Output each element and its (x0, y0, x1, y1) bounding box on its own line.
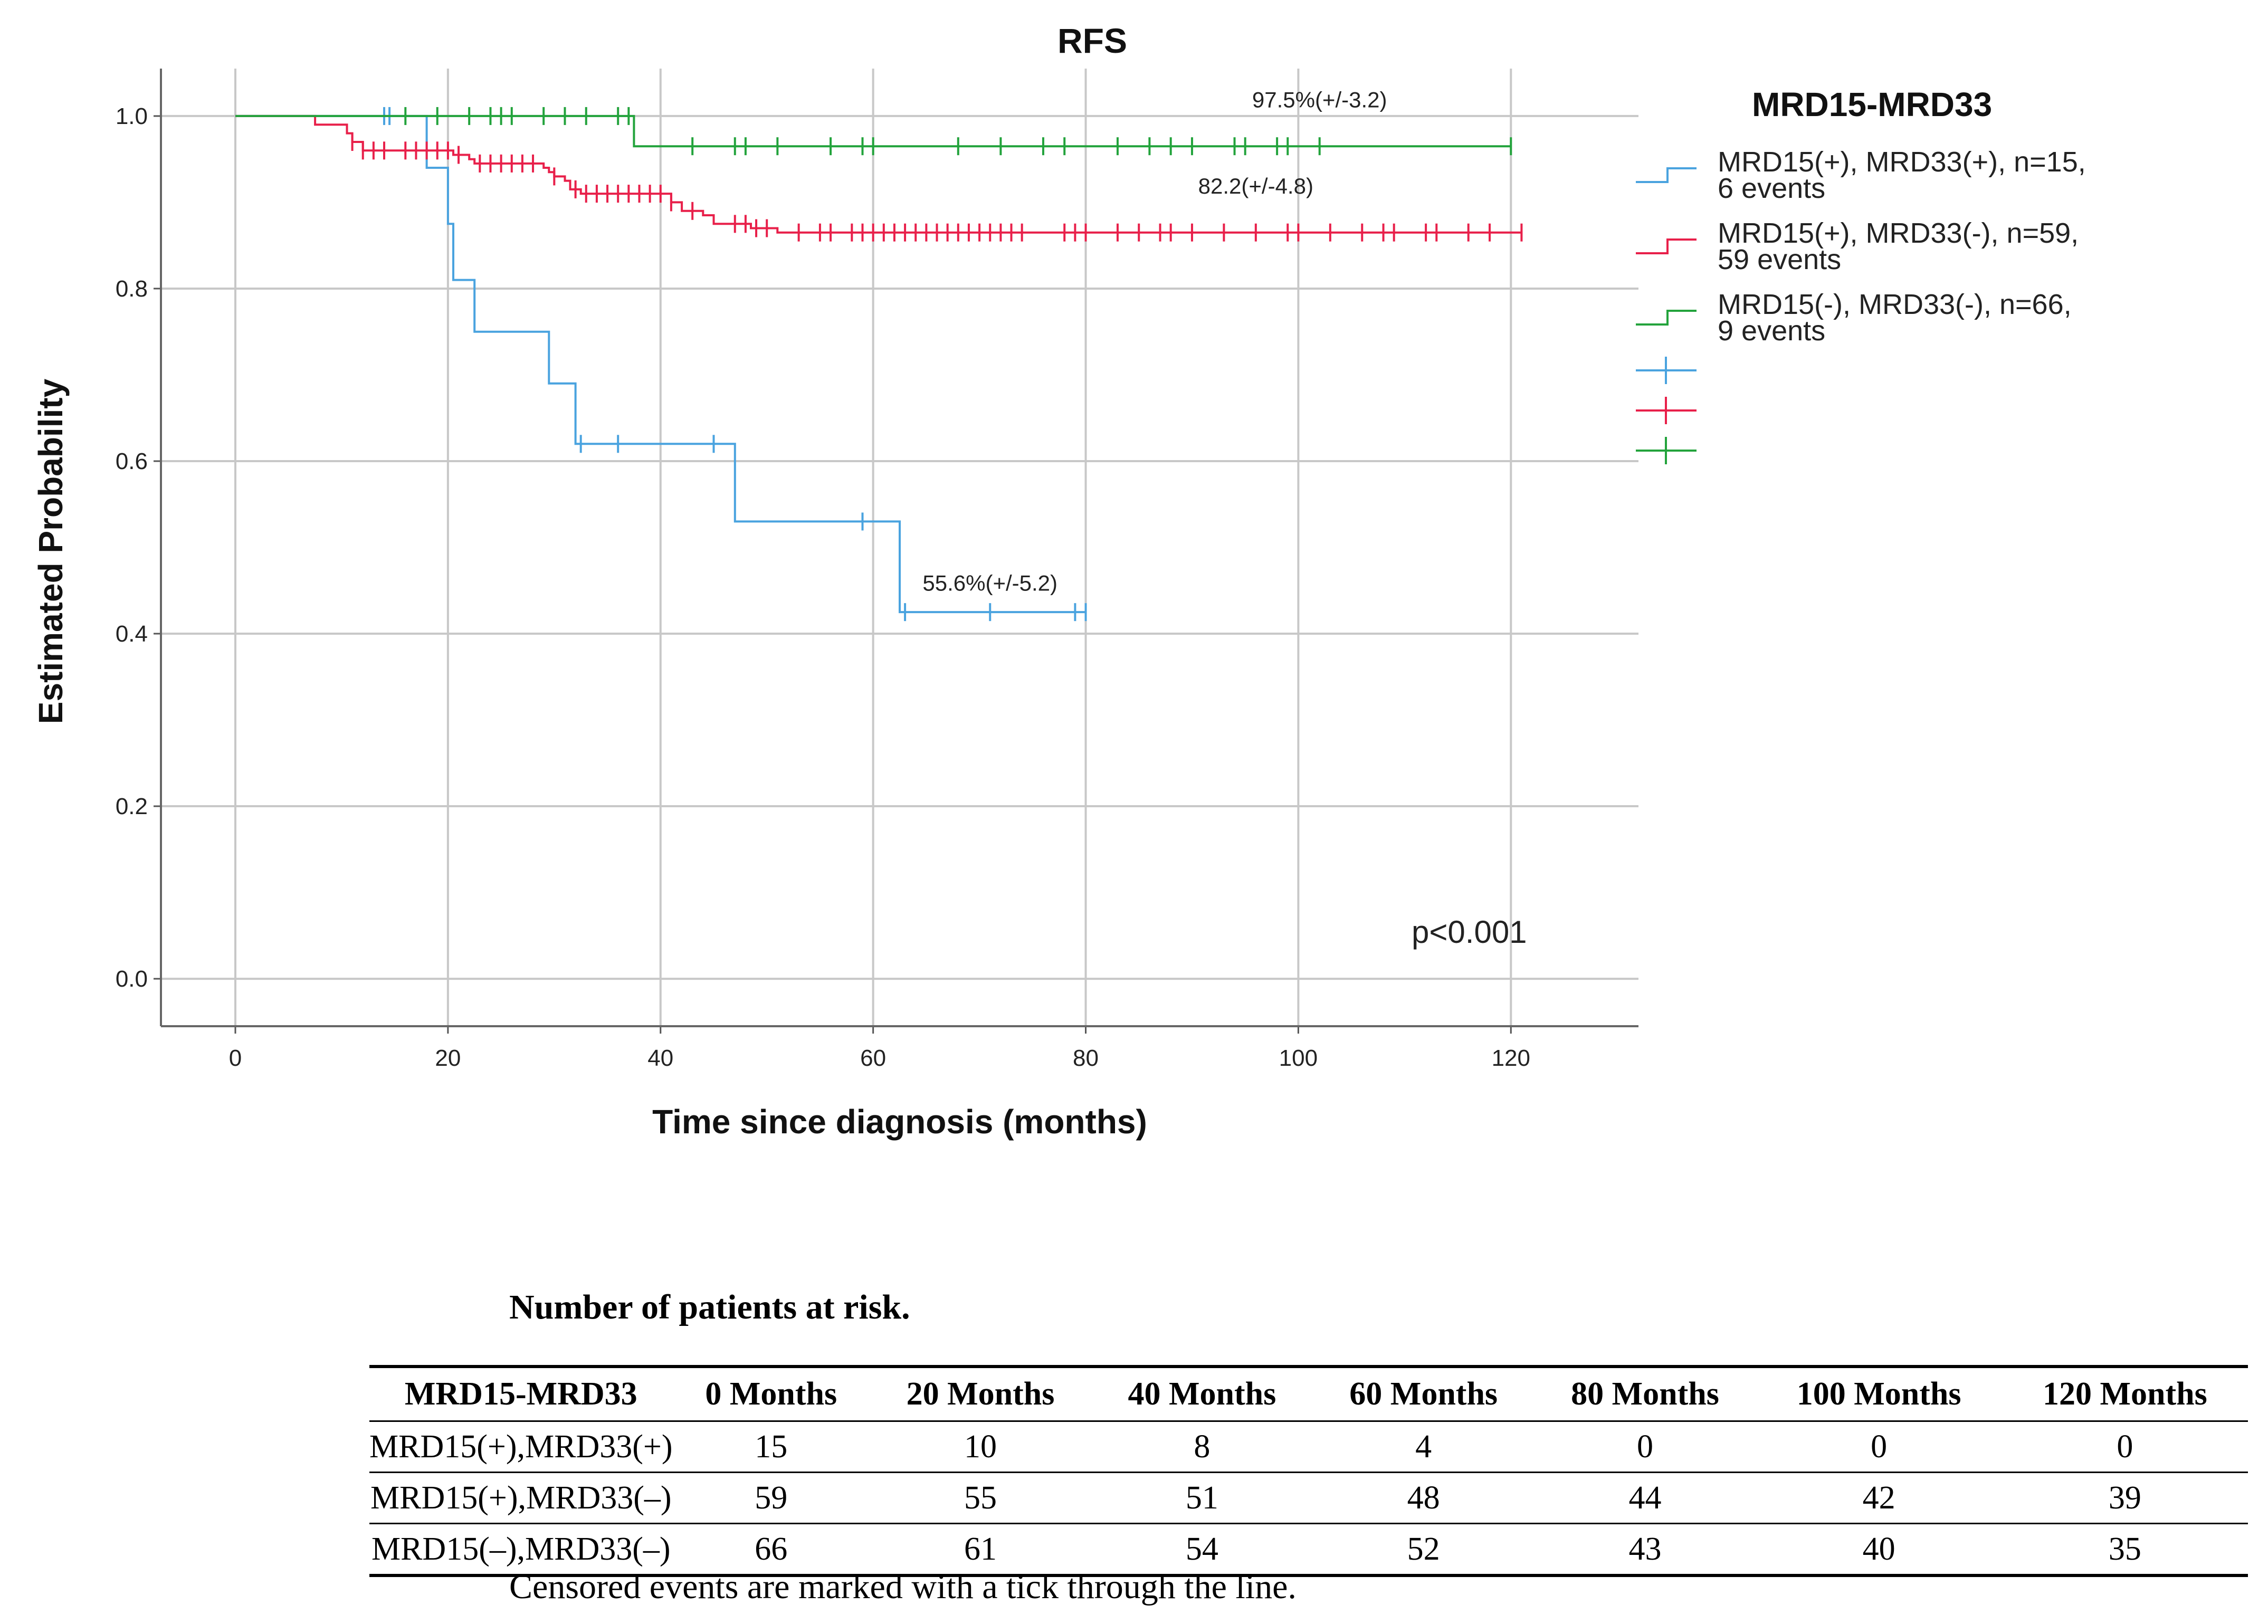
risk-header-cell: 120 Months (2002, 1365, 2248, 1422)
risk-group-cell: MRD15(–),MRD33(–) (369, 1523, 673, 1577)
x-tick-label: 20 (435, 1045, 461, 1071)
risk-table-header-row: MRD15-MRD33 0 Months 20 Months 40 Months… (369, 1365, 2248, 1422)
x-tick-label: 100 (1279, 1045, 1318, 1071)
risk-value-cell: 0 (2002, 1421, 2248, 1473)
y-tick-label: 0.8 (116, 276, 148, 302)
risk-value-cell: 44 (1534, 1472, 1756, 1524)
legend-label: MRD15(-), MRD33(-), n=66, (1718, 289, 2072, 320)
risk-value-cell: 10 (870, 1421, 1091, 1473)
survival-estimate-label: 82.2(+/-4.8) (1198, 174, 1313, 198)
risk-header-cell: 40 Months (1091, 1365, 1313, 1422)
x-tick-label: 80 (1073, 1045, 1099, 1071)
table-row: MRD15(–),MRD33(–) 66 61 54 52 43 40 35 (369, 1523, 2248, 1577)
legend-title: MRD15-MRD33 (1752, 85, 1992, 123)
km-step-line (235, 114, 1511, 148)
risk-group-cell: MRD15(+),MRD33(+) (369, 1421, 673, 1473)
legend-censor-item-1 (1636, 357, 1697, 384)
risk-table-title: Number of patients at risk. (509, 1288, 910, 1326)
km-chart: RFS 0 20 40 60 80 100 120 0.0 0.2 0.4 0.6 0.8 1.0 55… (32, 21, 2086, 1141)
risk-value-cell: 0 (1534, 1421, 1756, 1473)
x-tick-label: 120 (1492, 1045, 1530, 1071)
legend-censor-item-2 (1636, 397, 1697, 424)
legend: MRD15-MRD33 MRD15(+), MRD33(+), n=15,6 e… (1636, 85, 2086, 464)
legend-item-2: MRD15(+), MRD33(-), n=59,59 events (1636, 217, 2079, 275)
legend-label: MRD15(+), MRD33(+), n=15, (1718, 146, 2086, 178)
x-tick-label: 40 (647, 1045, 673, 1071)
risk-header-cell: 60 Months (1312, 1365, 1535, 1422)
risk-value-cell: 4 (1312, 1421, 1535, 1473)
y-tick-label: 0.6 (116, 448, 148, 474)
x-tick-label: 60 (860, 1045, 886, 1071)
legend-label: 6 events (1718, 173, 1825, 204)
risk-header-cell: 0 Months (672, 1365, 870, 1422)
km-series-2 (235, 114, 1523, 242)
risk-value-cell: 59 (672, 1472, 870, 1524)
y-tick-label: 1.0 (116, 103, 148, 129)
risk-header-cell: MRD15-MRD33 (369, 1365, 673, 1422)
y-axis-label: Estimated Probability (32, 378, 70, 724)
risk-value-cell: 40 (1756, 1523, 2002, 1577)
risk-value-cell: 42 (1756, 1472, 2002, 1524)
axes: 0 20 40 60 80 100 120 0.0 0.2 0.4 0.6 0.8 1.0 (116, 69, 1638, 1071)
legend-step-swatch (1636, 167, 1697, 183)
risk-header-cell: 100 Months (1756, 1365, 2002, 1422)
risk-value-cell: 8 (1091, 1421, 1313, 1473)
legend-censor-item-3 (1636, 437, 1697, 464)
legend-label: 9 events (1718, 315, 1825, 347)
risk-value-cell: 54 (1091, 1523, 1313, 1577)
legend-label: MRD15(+), MRD33(-), n=59, (1718, 217, 2079, 249)
risk-table: MRD15-MRD33 0 Months 20 Months 40 Months… (369, 1365, 2248, 1577)
km-step-line (235, 114, 1522, 234)
risk-header-cell: 20 Months (870, 1365, 1091, 1422)
legend-label: 59 events (1718, 244, 1841, 275)
risk-group-cell: MRD15(+),MRD33(–) (369, 1472, 673, 1524)
y-tick-label: 0.0 (116, 966, 148, 992)
km-step-line (235, 114, 1086, 614)
risk-header-cell: 80 Months (1534, 1365, 1756, 1422)
survival-estimate-label: 97.5%(+/-3.2) (1252, 88, 1387, 112)
risk-value-cell: 55 (870, 1472, 1091, 1524)
annotations: 55.6%(+/-5.2) 82.2(+/-4.8) 97.5%(+/-3.2) (922, 88, 1387, 596)
legend-step-swatch (1636, 238, 1697, 254)
risk-value-cell: 52 (1312, 1523, 1535, 1577)
risk-value-cell: 15 (672, 1421, 870, 1473)
risk-value-cell: 51 (1091, 1472, 1313, 1524)
risk-value-cell: 48 (1312, 1472, 1535, 1524)
risk-value-cell: 35 (2002, 1523, 2248, 1577)
legend-item-3: MRD15(-), MRD33(-), n=66,9 events (1636, 289, 2072, 347)
chart-title: RFS (1057, 21, 1127, 60)
censor-note: Censored events are marked with a tick t… (509, 1568, 1297, 1606)
risk-value-cell: 43 (1534, 1523, 1756, 1577)
y-tick-label: 0.4 (116, 621, 148, 647)
legend-step-swatch (1636, 310, 1697, 326)
y-tick-label: 0.2 (116, 794, 148, 819)
risk-value-cell: 0 (1756, 1421, 2002, 1473)
x-tick-label: 0 (229, 1045, 242, 1071)
km-series-3 (235, 107, 1512, 156)
series-layer (235, 107, 1523, 622)
survival-estimate-label: 55.6%(+/-5.2) (922, 570, 1057, 595)
x-axis-label: Time since diagnosis (months) (652, 1103, 1147, 1141)
risk-value-cell: 39 (2002, 1472, 2248, 1524)
legend-item-1: MRD15(+), MRD33(+), n=15,6 events (1636, 146, 2086, 204)
risk-value-cell: 66 (672, 1523, 870, 1577)
table-row: MRD15(+),MRD33(+) 15 10 8 4 0 0 0 (369, 1421, 2248, 1473)
p-value: p<0.001 (1412, 914, 1527, 950)
table-row: MRD15(+),MRD33(–) 59 55 51 48 44 42 39 (369, 1472, 2248, 1524)
risk-value-cell: 61 (870, 1523, 1091, 1577)
